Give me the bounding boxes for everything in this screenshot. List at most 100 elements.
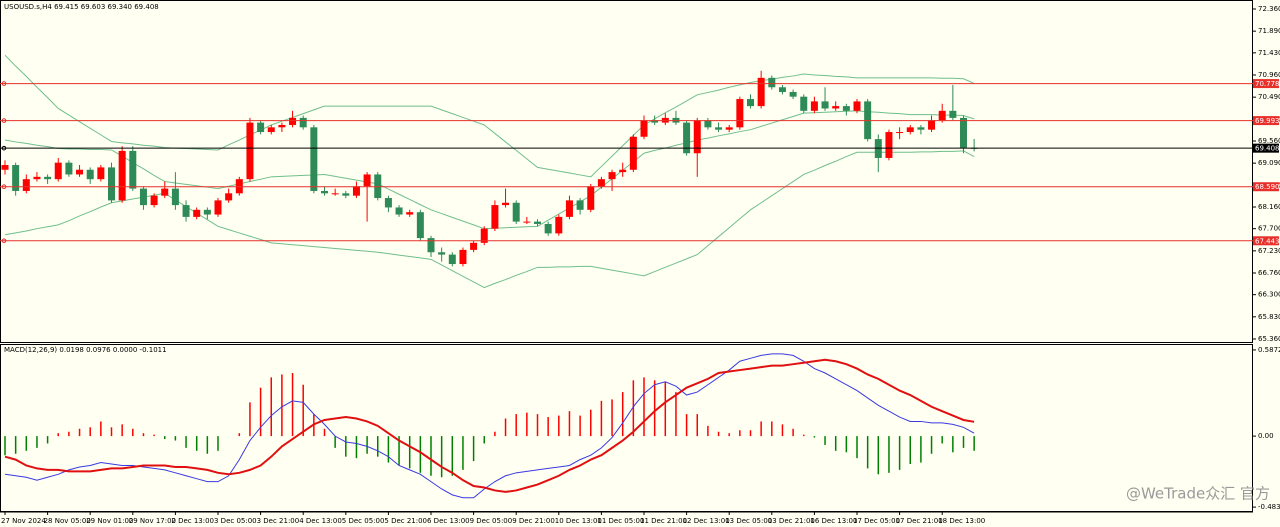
candle-body <box>33 176 41 180</box>
x-tick-label: 4 Dec 13:00 <box>299 517 342 525</box>
candle-body <box>416 212 424 239</box>
candle-body <box>139 188 147 206</box>
candle-body <box>832 106 840 109</box>
candle-body <box>352 186 360 196</box>
x-tick-label: 18 Dec 13:00 <box>938 517 985 525</box>
candle-body <box>97 167 105 180</box>
candle-body <box>715 127 723 130</box>
price-level-label: 70.778 <box>1255 80 1280 88</box>
candle-body <box>427 238 435 253</box>
candle-body <box>150 195 158 206</box>
x-tick-label: 3 Dec 05:00 <box>214 517 257 525</box>
candle-body <box>161 188 169 196</box>
x-tick-label: 28 Nov 05:00 <box>44 517 91 525</box>
candle-body <box>384 198 392 208</box>
candle-body <box>778 87 786 92</box>
candle-body <box>597 179 605 187</box>
y-tick-label: 71.890 <box>1258 27 1280 35</box>
candle-body <box>171 188 179 206</box>
candle-body <box>949 110 957 118</box>
candle-body <box>289 117 297 125</box>
price-level-badge <box>1253 236 1279 246</box>
candle-body <box>736 99 744 128</box>
price-level-label: 69.993 <box>1255 117 1280 125</box>
y-tick-label: 68.160 <box>1258 203 1280 211</box>
price-level-badge <box>1253 116 1279 126</box>
candle-body <box>299 117 307 128</box>
candle-body <box>619 169 627 173</box>
candle-body <box>1 165 9 170</box>
candle-body <box>22 179 30 191</box>
candle-body <box>896 132 904 134</box>
x-tick-label: 11 Dec 21:00 <box>640 517 687 525</box>
candle-body <box>534 221 541 224</box>
candle-body <box>938 110 946 121</box>
price-level-anchor <box>1 81 7 86</box>
candle-body <box>810 101 818 111</box>
candle-body <box>76 169 84 175</box>
price-pane <box>0 0 1253 343</box>
candle-body <box>246 122 254 180</box>
y-tick-label: 67.700 <box>1258 225 1280 233</box>
signal-line <box>4 358 975 493</box>
macd-line <box>4 353 975 499</box>
candle-body <box>182 205 190 217</box>
watermark: @WeTrade众汇 官方 <box>1126 485 1270 503</box>
candle-body <box>502 202 510 206</box>
candle-body <box>629 136 637 170</box>
candle-body <box>555 216 563 234</box>
candle-body <box>800 96 808 111</box>
candle-body <box>608 172 616 180</box>
candle-body <box>576 200 584 210</box>
y-tick-label: 67.230 <box>1258 247 1280 255</box>
candle-body <box>342 193 350 196</box>
x-tick-label: 9 Dec 05:00 <box>470 517 513 525</box>
candle-body <box>693 120 701 154</box>
candle-body <box>704 120 712 128</box>
y-tick-label: 0.00 <box>1258 432 1274 440</box>
candle-body <box>54 162 62 180</box>
y-tick-label: 66.760 <box>1258 269 1280 277</box>
x-tick-label: 16 Dec 13:00 <box>810 517 857 525</box>
current-price-anchor <box>1 145 7 151</box>
candle-body <box>640 120 648 137</box>
x-tick-label: 5 Dec 21:00 <box>384 517 427 525</box>
candle-body <box>363 174 371 187</box>
y-tick-label: 65.830 <box>1258 313 1280 321</box>
y-tick-label: 65.360 <box>1258 335 1280 343</box>
candle-body <box>12 165 20 191</box>
x-tick-label: 13 Dec 05:00 <box>725 517 772 525</box>
candle-body <box>747 99 754 107</box>
current-price-label: 69.408 <box>1255 145 1280 153</box>
candle-body <box>321 190 328 194</box>
price-level-label: 68.590 <box>1255 183 1280 191</box>
price-level-badge <box>1253 79 1279 89</box>
x-tick-label: 29 Nov 01:00 <box>86 517 133 525</box>
x-tick-label: 17 Dec 21:00 <box>896 517 943 525</box>
candle-body <box>651 120 659 123</box>
y-tick-label: 70.490 <box>1258 93 1280 101</box>
candle-body <box>118 150 126 201</box>
x-tick-label: 3 Dec 21:00 <box>257 517 300 525</box>
candle-body <box>395 207 403 215</box>
x-tick-label: 2 Dec 13:00 <box>171 517 214 525</box>
price-title: USOUSD.s,H4 69.415 69.603 69.340 69.408 <box>4 3 159 11</box>
candle-body <box>129 150 137 189</box>
candle-body <box>65 162 73 175</box>
x-tick-label: 10 Dec 13:00 <box>555 517 602 525</box>
candle-body <box>768 77 776 88</box>
candle-body <box>203 209 211 215</box>
y-tick-label: 69.090 <box>1258 159 1280 167</box>
candle-body <box>917 127 925 130</box>
x-tick-label: 6 Dec 13:00 <box>427 517 470 525</box>
y-tick-label: 69.560 <box>1258 137 1280 145</box>
candle-body <box>928 120 936 130</box>
price-level-anchor <box>1 238 7 244</box>
candle-body <box>108 167 115 201</box>
x-tick-label: 11 Dec 05:00 <box>597 517 644 525</box>
candle-body <box>842 106 850 111</box>
y-tick-label: 72.360 <box>1258 5 1280 13</box>
candle-body <box>587 186 595 210</box>
candle-body <box>523 221 531 223</box>
y-tick-label: 71.430 <box>1258 49 1280 57</box>
